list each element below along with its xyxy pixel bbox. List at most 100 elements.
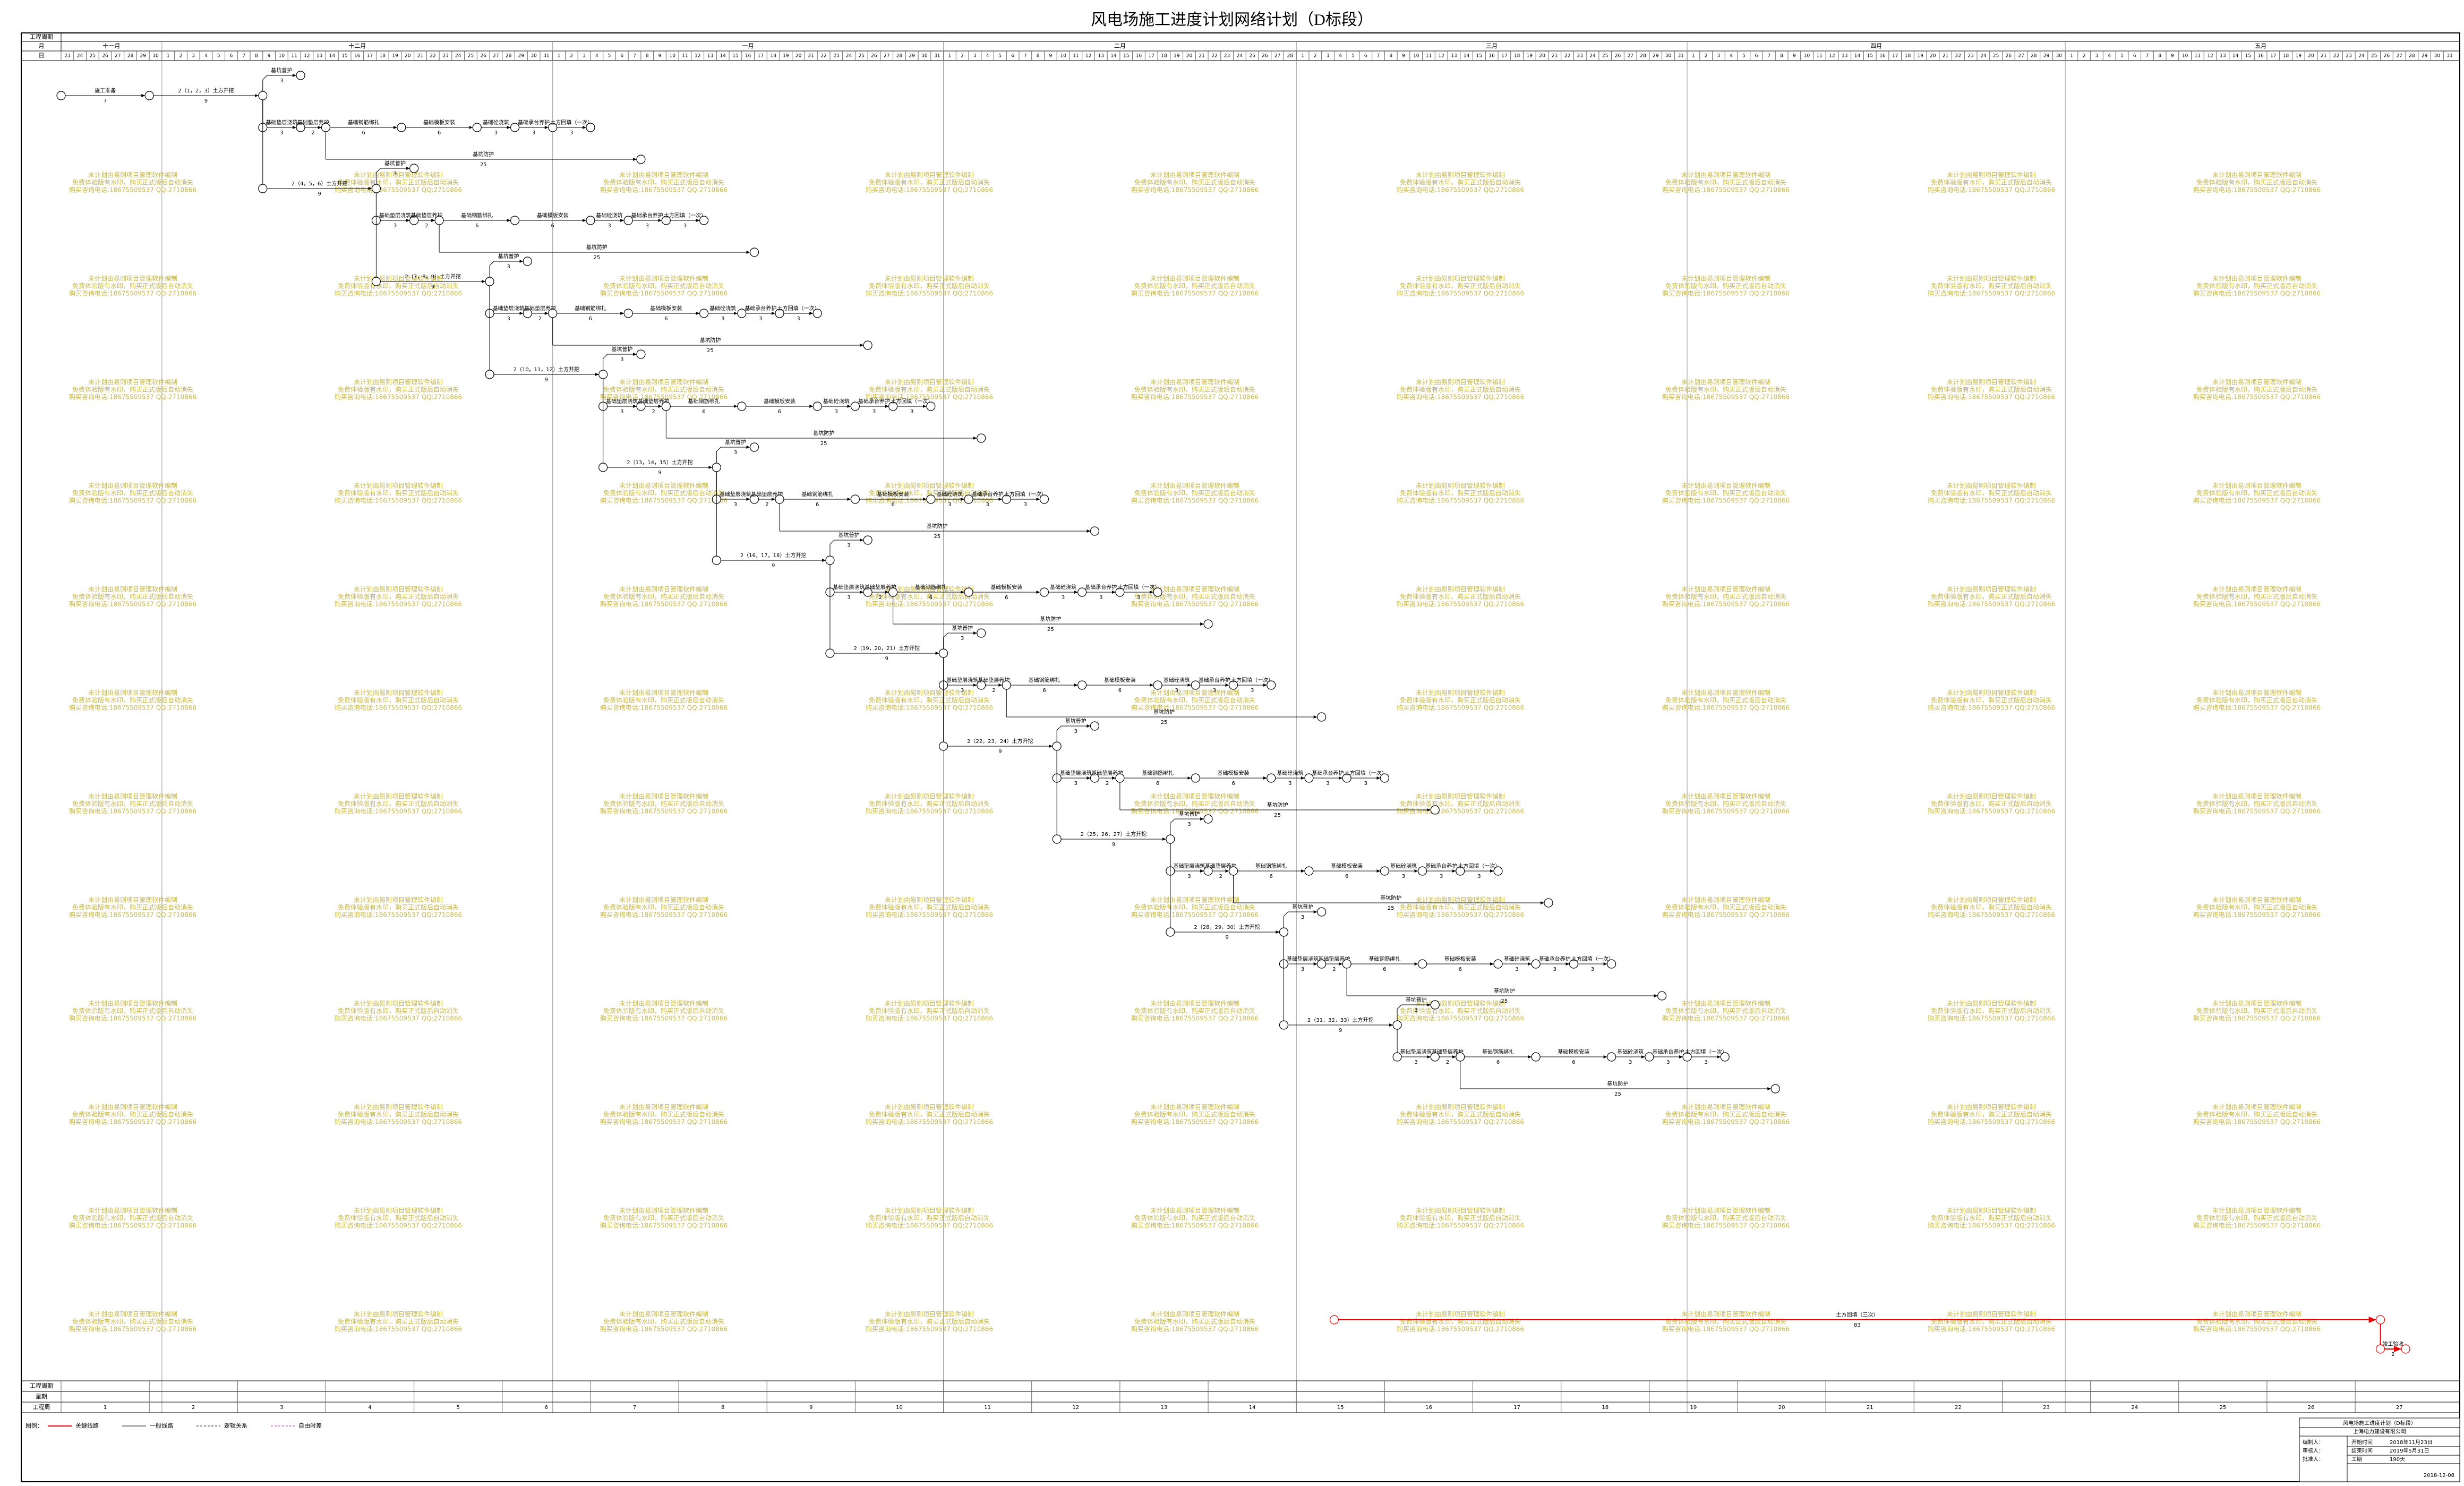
watermark: 未计划由易则项目管理软件编制 bbox=[88, 792, 177, 800]
day-label: 13 bbox=[2220, 54, 2226, 59]
watermark: 购买咨询电话:18675509537 QQ:2710866 bbox=[1928, 1325, 2055, 1333]
watermark: 购买咨询电话:18675509537 QQ:2710866 bbox=[1397, 807, 1524, 815]
watermark: 购买咨询电话:18675509537 QQ:2710866 bbox=[866, 600, 993, 608]
task-name: 基础模板安装 bbox=[990, 584, 1022, 591]
task-name: 基础垫层浇筑 bbox=[1060, 770, 1092, 776]
day-label: 25 bbox=[1249, 54, 1255, 59]
task-duration: 3 bbox=[1415, 1007, 1418, 1013]
day-label: 5 bbox=[1742, 54, 1746, 59]
task-duration: 2 bbox=[879, 595, 882, 601]
watermark: 购买咨询电话:18675509537 QQ:2710866 bbox=[600, 289, 728, 297]
watermark: 免费体验版有水印，购买正式版后自动消失 bbox=[869, 696, 990, 704]
task-duration: 3 bbox=[1024, 502, 1027, 508]
watermark: 未计划由易则项目管理软件编制 bbox=[1416, 275, 1505, 283]
watermark: 未计划由易则项目管理软件编制 bbox=[619, 482, 708, 490]
watermark: 免费体验版有水印，购买正式版后自动消失 bbox=[1931, 696, 2052, 704]
task-name: 土方回填（三次） bbox=[1836, 1311, 1879, 1318]
day-label: 12 bbox=[304, 54, 310, 59]
watermark: 购买咨询电话:18675509537 QQ:2710866 bbox=[2193, 497, 2321, 505]
node bbox=[661, 402, 671, 411]
day-label: 22 bbox=[1564, 54, 1570, 59]
watermark: 免费体验版有水印，购买正式版后自动消失 bbox=[869, 593, 990, 601]
task-name: 基础砼浇筑 bbox=[1504, 955, 1530, 962]
day-label: 17 bbox=[1149, 54, 1154, 59]
day-label: 31 bbox=[2446, 54, 2452, 59]
node bbox=[1077, 680, 1087, 690]
watermark: 购买咨询电话:18675509537 QQ:2710866 bbox=[600, 186, 728, 194]
task-name: 2（16，17，18）土方开挖 bbox=[740, 552, 807, 559]
task-duration: 9 bbox=[204, 98, 208, 104]
node bbox=[409, 164, 419, 173]
task-name: 基础模板安装 bbox=[1331, 862, 1363, 869]
day-label: 30 bbox=[1665, 54, 1672, 59]
node bbox=[371, 277, 381, 286]
day-label: 29 bbox=[518, 54, 525, 59]
day-label: 14 bbox=[329, 54, 336, 59]
day-label: 25 bbox=[2371, 54, 2377, 59]
watermark: 购买咨询电话:18675509537 QQ:2710866 bbox=[600, 911, 728, 919]
day-label: 13 bbox=[707, 54, 713, 59]
task-duration: 6 bbox=[891, 502, 894, 508]
week-label: 21 bbox=[1867, 1405, 1873, 1411]
watermark: 免费体验版有水印，购买正式版后自动消失 bbox=[1665, 593, 1786, 601]
node bbox=[812, 309, 822, 318]
watermark: 未计划由易则项目管理软件编制 bbox=[1681, 689, 1770, 697]
day-label: 17 bbox=[758, 54, 764, 59]
watermark: 购买咨询电话:18675509537 QQ:2710866 bbox=[335, 1325, 462, 1333]
month-label: 一月 bbox=[742, 42, 754, 49]
task-duration: 9 bbox=[772, 563, 775, 569]
watermark: 购买咨询电话:18675509537 QQ:2710866 bbox=[1397, 1325, 1524, 1333]
watermark: 免费体验版有水印，购买正式版后自动消失 bbox=[338, 1214, 459, 1222]
day-label: 14 bbox=[1854, 54, 1861, 59]
day-label: 27 bbox=[115, 54, 121, 59]
node bbox=[1090, 721, 1100, 731]
watermark: 未计划由易则项目管理软件编制 bbox=[885, 585, 974, 593]
task-duration: 25 bbox=[820, 441, 827, 447]
watermark: 购买咨询电话:18675509537 QQ:2710866 bbox=[2193, 1222, 2321, 1229]
task-name: 基础垫层浇筑 bbox=[493, 305, 525, 312]
watermark: 未计划由易则项目管理软件编制 bbox=[885, 896, 974, 904]
task-name: 基础承台养护 bbox=[518, 119, 550, 126]
task-duration: 3 bbox=[1704, 1060, 1707, 1065]
task-name: 基坑防护 bbox=[927, 523, 948, 530]
watermark: 未计划由易则项目管理软件编制 bbox=[1947, 275, 2036, 283]
node bbox=[1090, 526, 1100, 536]
watermark: 免费体验版有水印，购买正式版后自动消失 bbox=[603, 386, 724, 394]
week-label: 27 bbox=[2396, 1405, 2403, 1411]
node bbox=[586, 123, 595, 132]
watermark: 购买咨询电话:18675509537 QQ:2710866 bbox=[2193, 600, 2321, 608]
block-signer: 编制人： bbox=[2303, 1439, 2324, 1446]
day-label: 9 bbox=[1049, 54, 1052, 59]
watermark: 购买咨询电话:18675509537 QQ:2710866 bbox=[1397, 911, 1524, 919]
watermark: 未计划由易则项目管理软件编制 bbox=[1150, 171, 1239, 179]
day-label: 25 bbox=[90, 54, 96, 59]
watermark: 未计划由易则项目管理软件编制 bbox=[1150, 275, 1239, 283]
logic-link bbox=[1284, 911, 1288, 917]
watermark: 购买咨询电话:18675509537 QQ:2710866 bbox=[1662, 911, 1790, 919]
watermark: 未计划由易则项目管理软件编制 bbox=[2212, 689, 2302, 697]
node bbox=[749, 247, 759, 257]
task-name: 基础垫层养护 bbox=[865, 584, 896, 591]
task-name: 基础承台养护 bbox=[745, 305, 776, 312]
node bbox=[1607, 959, 1616, 969]
node bbox=[938, 648, 948, 658]
node bbox=[1052, 834, 1062, 844]
task-duration: 25 bbox=[707, 348, 714, 354]
task-duration: 3 bbox=[1440, 874, 1443, 879]
watermark: 购买咨询电话:18675509537 QQ:2710866 bbox=[1131, 911, 1259, 919]
task-name: 基础垫层浇筑 bbox=[379, 212, 411, 219]
day-label: 29 bbox=[2043, 54, 2050, 59]
watermark: 免费体验版有水印，购买正式版后自动消失 bbox=[603, 282, 724, 290]
watermark: 未计划由易则项目管理软件编制 bbox=[1150, 792, 1239, 800]
watermark: 购买咨询电话:18675509537 QQ:2710866 bbox=[1397, 600, 1524, 608]
watermark: 购买咨询电话:18675509537 QQ:2710866 bbox=[600, 1325, 728, 1333]
watermark: 购买咨询电话:18675509537 QQ:2710866 bbox=[335, 393, 462, 401]
watermark: 购买咨询电话:18675509537 QQ:2710866 bbox=[1131, 497, 1259, 505]
task-duration: 3 bbox=[1326, 781, 1329, 787]
day-label: 13 bbox=[1451, 54, 1457, 59]
day-label: 1 bbox=[558, 54, 561, 59]
watermark: 免费体验版有水印，购买正式版后自动消失 bbox=[338, 800, 459, 808]
day-label: 6 bbox=[2133, 54, 2136, 59]
watermark: 免费体验版有水印，购买正式版后自动消失 bbox=[1134, 282, 1255, 290]
task-duration: 3 bbox=[494, 130, 498, 136]
